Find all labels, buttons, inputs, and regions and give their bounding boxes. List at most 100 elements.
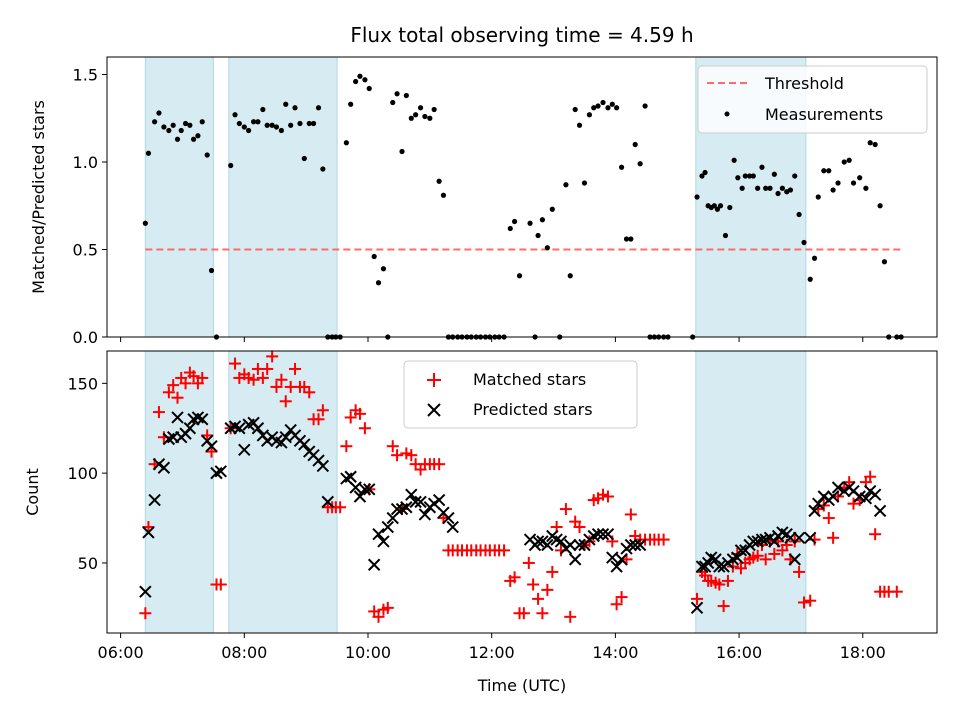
predicted-star-point xyxy=(564,538,577,552)
predicted-star-point xyxy=(414,495,427,509)
predicted-star-point xyxy=(148,493,161,507)
measurement-point xyxy=(250,119,257,125)
matched-star-point xyxy=(381,601,394,614)
matched-star-point xyxy=(187,370,200,383)
predicted-star-point xyxy=(788,553,801,566)
measurement-point xyxy=(174,136,181,142)
matched-star-point xyxy=(624,508,637,521)
measurement-point xyxy=(867,140,873,146)
predicted-star-point xyxy=(409,495,422,509)
measurement-point xyxy=(535,232,541,239)
top-shaded-region xyxy=(228,57,338,337)
measurement-point xyxy=(142,220,148,226)
measurement-point xyxy=(614,105,620,111)
measurement-point xyxy=(586,112,593,118)
predicted-star-point xyxy=(142,526,155,539)
measurement-point xyxy=(735,175,741,181)
predicted-star-point xyxy=(238,443,251,456)
measurement-point xyxy=(863,185,869,191)
predicted-star-point xyxy=(353,490,367,503)
measurement-point xyxy=(187,122,193,128)
measurement-point xyxy=(170,122,176,128)
measurement-point xyxy=(637,161,643,167)
matched-star-point xyxy=(532,592,545,605)
measurement-point xyxy=(815,194,821,200)
bottom-x-tick-label: 18:00 xyxy=(840,643,886,662)
measurement-point xyxy=(591,105,597,111)
measurement-point xyxy=(544,245,550,251)
bottom-y-tick-label: 50 xyxy=(78,554,98,573)
matched-star-point xyxy=(179,377,192,390)
predicted-star-point xyxy=(873,504,887,518)
measurement-point xyxy=(260,106,266,113)
measurement-point xyxy=(204,152,210,158)
bottom-y-tick-label: 150 xyxy=(67,374,98,393)
predicted-star-point xyxy=(233,422,246,435)
measurement-point xyxy=(315,105,322,111)
measurement-point xyxy=(403,92,409,99)
measurement-point xyxy=(850,180,857,186)
bottom-x-tick-label: 08:00 xyxy=(221,643,267,662)
predicted-star-point xyxy=(183,422,197,435)
measurement-point xyxy=(390,99,396,106)
predicted-star-point xyxy=(390,502,404,516)
measurement-point xyxy=(178,127,184,134)
matched-star-point xyxy=(340,440,353,453)
matched-star-point xyxy=(139,607,152,620)
measurement-point xyxy=(301,155,307,162)
measurement-point xyxy=(739,185,745,191)
predicted-star-point xyxy=(214,465,228,478)
matched-star-point xyxy=(559,503,572,516)
measurement-point xyxy=(821,168,827,174)
predicted-star-point xyxy=(298,438,311,451)
predicted-star-point xyxy=(573,538,586,552)
matched-star-point xyxy=(759,553,772,566)
matched-star-point xyxy=(751,549,764,562)
measurement-point xyxy=(408,115,414,121)
matched-star-point xyxy=(713,578,726,591)
measurement-point xyxy=(278,127,285,134)
matched-star-point xyxy=(610,598,623,611)
matched-star-point xyxy=(564,610,577,623)
bottom-shaded-region xyxy=(145,351,214,633)
matched-star-point xyxy=(261,362,274,375)
predicted-star-point xyxy=(205,439,218,453)
matched-star-point xyxy=(541,583,554,596)
measurement-point xyxy=(581,180,588,186)
measurement-point xyxy=(292,105,298,111)
measurement-point xyxy=(516,273,523,279)
measurement-point xyxy=(380,266,387,272)
matched-star-point xyxy=(536,607,549,620)
legend-measurements-label: Measurements xyxy=(765,105,883,124)
measurement-point xyxy=(857,175,863,181)
predicted-star-point xyxy=(554,535,568,548)
predicted-star-point xyxy=(568,553,582,566)
matched-star-point xyxy=(353,407,366,420)
bottom-x-tick-label: 10:00 xyxy=(345,643,391,662)
measurement-point xyxy=(166,127,172,134)
legend-matched-swatch xyxy=(427,373,441,387)
bottom-x-tick-label: 14:00 xyxy=(592,643,638,662)
matched-star-point xyxy=(546,565,559,578)
matched-star-point xyxy=(279,395,292,408)
measurement-point xyxy=(750,173,756,179)
matched-star-point xyxy=(615,591,628,604)
top-y-tick-label: 1.5 xyxy=(73,66,98,85)
measurement-point xyxy=(807,276,813,282)
predicted-star-point xyxy=(171,411,184,424)
chart-title: Flux total observing time = 4.59 h xyxy=(350,23,693,47)
measurement-point xyxy=(297,120,303,127)
predicted-star-point xyxy=(591,528,605,541)
matched-star-point xyxy=(890,585,903,598)
matched-star-point xyxy=(256,371,269,384)
predicted-star-point xyxy=(442,511,455,525)
predicted-star-point xyxy=(139,585,152,598)
predicted-star-point xyxy=(381,520,394,534)
top-legend-box xyxy=(697,65,928,134)
measurement-point xyxy=(787,187,794,193)
measurement-point xyxy=(694,194,700,200)
measurement-point xyxy=(767,185,773,191)
measurement-point xyxy=(605,105,611,111)
bottom-panel: 50 100 150 06:00 08:00 10:00 12:00 14:00 16:00 1… xyxy=(23,350,938,695)
